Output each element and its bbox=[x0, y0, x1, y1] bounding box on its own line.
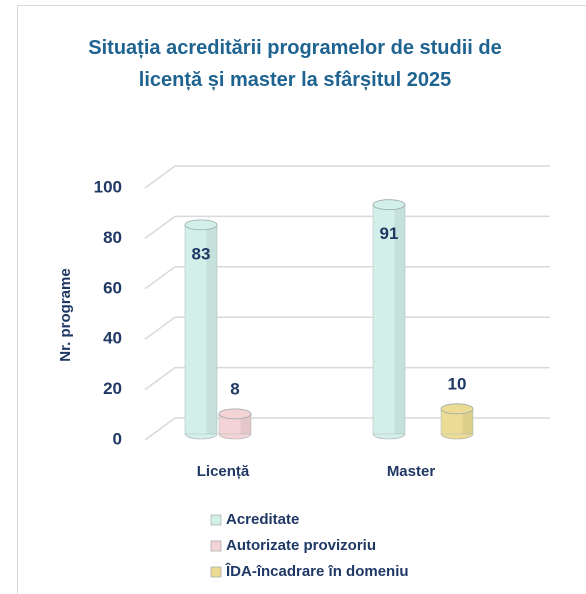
x-tick-label: Master bbox=[387, 463, 436, 480]
bar-top bbox=[184, 219, 218, 231]
y-tick-label: 20 bbox=[103, 379, 122, 398]
legend-swatch bbox=[210, 514, 222, 526]
data-label: 83 bbox=[192, 244, 211, 263]
grid-line bbox=[144, 366, 550, 391]
legend-label: Acreditate bbox=[226, 511, 299, 528]
legend-swatch bbox=[210, 566, 222, 578]
bar bbox=[184, 224, 218, 435]
bar-shade bbox=[240, 413, 251, 434]
bar-shade bbox=[462, 408, 473, 434]
y-tick-label: 0 bbox=[113, 429, 122, 448]
chart-title: Situația acreditării programelor de stud… bbox=[88, 37, 502, 91]
x-tick-label: Licență bbox=[197, 463, 250, 480]
grid-line bbox=[144, 215, 550, 240]
data-label: 91 bbox=[380, 224, 399, 243]
bar bbox=[372, 204, 406, 435]
legend-label: Autorizate provizoriu bbox=[226, 537, 376, 554]
y-tick-label: 100 bbox=[94, 177, 122, 196]
data-label: 10 bbox=[448, 374, 467, 393]
y-tick-label: 40 bbox=[103, 329, 122, 348]
grid-line bbox=[144, 316, 550, 340]
bar-top bbox=[218, 408, 252, 420]
y-tick-label: 60 bbox=[103, 278, 122, 297]
grid-line bbox=[144, 165, 550, 189]
bar-shade bbox=[394, 204, 405, 434]
legend-label: ÎDA-încadrare în domeniu bbox=[225, 562, 409, 580]
legend-swatch bbox=[210, 540, 222, 552]
grid-line bbox=[144, 266, 550, 290]
y-axis-title: Nr. programe bbox=[57, 268, 74, 361]
grid-line bbox=[144, 417, 550, 441]
bar-shade bbox=[206, 224, 217, 434]
y-tick-label: 80 bbox=[103, 228, 122, 247]
chart-border bbox=[17, 5, 586, 594]
bar-top bbox=[440, 403, 474, 415]
bar-top bbox=[372, 199, 406, 211]
data-label: 8 bbox=[230, 379, 239, 398]
